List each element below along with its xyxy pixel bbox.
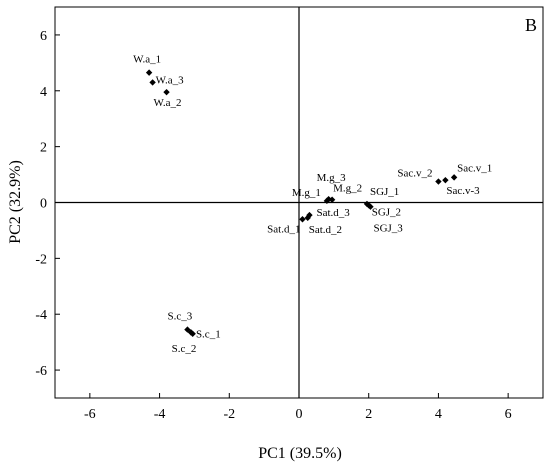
data-point bbox=[328, 196, 336, 203]
data-point-label: S.c_3 bbox=[167, 311, 192, 323]
y-tick-label: 4 bbox=[40, 85, 47, 100]
data-point-label: M.g_3 bbox=[317, 172, 347, 184]
data-point bbox=[435, 178, 442, 185]
y-axis-title: PC2 (32.9%) bbox=[7, 160, 24, 244]
y-tick-label: -6 bbox=[35, 364, 47, 379]
data-point-label: M.g_1 bbox=[292, 187, 321, 199]
data-point-label: W.a_2 bbox=[154, 97, 182, 109]
data-point bbox=[189, 330, 196, 337]
data-point-label: W.a_1 bbox=[133, 54, 161, 66]
x-tick-label: -6 bbox=[84, 407, 96, 422]
data-point bbox=[163, 88, 170, 96]
data-point-label: SGJ_3 bbox=[373, 223, 403, 235]
x-tick-label: -2 bbox=[223, 407, 235, 422]
y-tick-label: 2 bbox=[40, 141, 47, 156]
x-tick-label: 0 bbox=[296, 407, 303, 422]
data-point-label: S.c_2 bbox=[172, 343, 197, 355]
x-tick-label: 6 bbox=[505, 407, 512, 422]
x-axis-title: PC1 (39.5%) bbox=[258, 445, 342, 462]
data-point bbox=[145, 69, 153, 76]
data-point bbox=[304, 214, 311, 222]
data-point bbox=[450, 174, 458, 181]
data-point-label: Sat.d_3 bbox=[316, 207, 350, 219]
y-tick-label: 6 bbox=[40, 29, 47, 44]
x-axis-ticks: -6 -4 -2 0 2 4 6 bbox=[84, 393, 512, 422]
y-tick-label: 0 bbox=[40, 197, 47, 212]
data-point-label: SGJ_1 bbox=[370, 186, 399, 198]
x-tick-label: 4 bbox=[435, 407, 442, 422]
data-point-label: Sac.v_2 bbox=[397, 168, 432, 180]
y-tick-label: -2 bbox=[35, 252, 47, 267]
data-point-label: Sac.v_1 bbox=[457, 162, 492, 174]
data-point bbox=[367, 203, 374, 210]
x-tick-label: 2 bbox=[365, 407, 372, 422]
data-points bbox=[145, 69, 458, 337]
data-point-label: M.g_2 bbox=[333, 183, 362, 195]
y-tick-label: -4 bbox=[35, 308, 47, 323]
data-point bbox=[442, 176, 449, 184]
data-point-label: SGJ_2 bbox=[372, 206, 401, 218]
data-point-label: Sac.v-3 bbox=[446, 185, 480, 197]
data-point bbox=[149, 79, 156, 86]
panel-label: B bbox=[525, 15, 537, 35]
data-point bbox=[299, 216, 306, 223]
data-point-label: Sat.d_1 bbox=[267, 223, 300, 235]
y-axis-ticks: -6 -4 -2 0 2 4 6 bbox=[35, 29, 60, 379]
data-point-label: W.a_3 bbox=[156, 74, 185, 86]
data-point-labels: W.a_1 W.a_3 W.a_2 M.g_3 M.g_1 M.g_2 SGJ_1 SGJ_2… bbox=[133, 54, 492, 355]
data-point-label: S.c_1 bbox=[196, 328, 221, 340]
x-tick-label: -4 bbox=[154, 407, 166, 422]
data-point-label: Sat.d_2 bbox=[309, 224, 342, 236]
data-point bbox=[323, 197, 331, 205]
